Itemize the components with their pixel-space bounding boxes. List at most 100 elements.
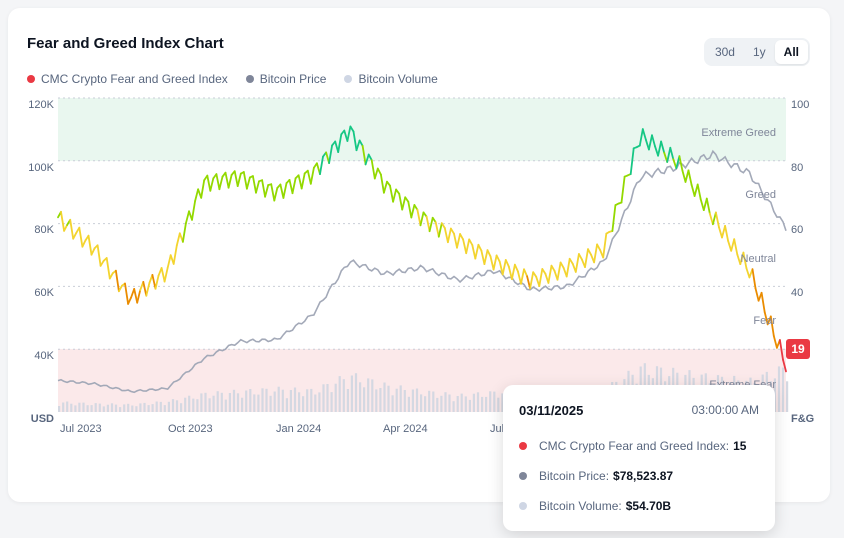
volume-bar: [420, 394, 423, 412]
legend-label-volume: Bitcoin Volume: [358, 72, 438, 86]
fng-line-segment: [660, 140, 666, 154]
zone-label-extreme-greed: Extreme Greed: [701, 127, 776, 139]
volume-bar: [375, 389, 378, 412]
legend-item-volume[interactable]: Bitcoin Volume: [344, 72, 438, 86]
fng-line-segment: [763, 311, 769, 326]
fng-line-segment: [559, 261, 565, 269]
x-axis: Jul 2023 Oct 2023 Jan 2024 Apr 2024 Jul: [60, 423, 504, 435]
volume-bar: [440, 395, 443, 412]
volume-bar: [387, 385, 390, 412]
fng-line-segment: [596, 243, 602, 252]
y-right-tick-60: 60: [791, 224, 803, 236]
fng-line-segment: [514, 263, 519, 273]
volume-bar: [188, 395, 191, 412]
volume-bar: [326, 384, 329, 412]
fng-line-segment: [389, 184, 395, 203]
fng-line-segment: [443, 227, 449, 244]
y-left-tick-60k: 60K: [34, 287, 54, 299]
fng-line-segment: [507, 265, 513, 281]
fng-line-segment: [657, 140, 662, 157]
fng-line: [57, 125, 787, 373]
fng-line-segment: [300, 172, 306, 190]
fng-line-segment: [160, 267, 166, 283]
volume-bar: [139, 403, 142, 412]
volume-bar: [269, 395, 272, 412]
legend-item-price[interactable]: Bitcoin Price: [245, 72, 326, 86]
fng-line-segment: [587, 248, 592, 256]
fng-line-segment: [355, 139, 361, 152]
volume-bar: [314, 394, 317, 412]
volume-bar: [261, 388, 264, 412]
volume-bar: [220, 392, 223, 412]
price-line: [57, 149, 787, 394]
fng-line-segment: [498, 260, 504, 276]
fng-line-segment: [379, 173, 385, 194]
fng-line-segment: [279, 183, 285, 199]
fng-line-segment: [118, 284, 123, 293]
fng-line-segment: [194, 188, 200, 202]
volume-bar: [180, 403, 183, 412]
fng-line-segment: [462, 238, 468, 255]
chart-title: Fear and Greed Index Chart: [27, 35, 224, 52]
fng-line-segment: [751, 268, 757, 290]
y-left-tick-100k: 100K: [28, 162, 54, 174]
fng-line-segment: [675, 155, 681, 170]
legend-item-fng[interactable]: CMC Crypto Fear and Greed Index: [27, 72, 228, 86]
tooltip-time: 03:00:00 AM: [691, 403, 759, 417]
fng-line-segment: [142, 280, 148, 297]
zone-extreme-greed-band: [58, 98, 786, 161]
fng-line-segment: [382, 180, 388, 194]
volume-bar: [338, 376, 341, 412]
volume-bar: [407, 396, 410, 412]
volume-bar: [102, 406, 105, 412]
fng-line-segment: [772, 334, 778, 349]
fng-line-segment: [648, 134, 653, 151]
fng-line-segment: [218, 175, 224, 191]
x-tick-jul-2023: Jul 2023: [60, 423, 102, 435]
volume-bar: [342, 379, 345, 412]
volume-bar: [163, 405, 166, 412]
volume-bar: [66, 401, 69, 412]
volume-bar: [143, 402, 146, 412]
volume-bar: [241, 397, 244, 412]
volume-bar: [204, 392, 207, 412]
volume-bar: [70, 403, 73, 412]
fng-line-segment: [242, 171, 248, 190]
range-30d-button[interactable]: 30d: [714, 45, 735, 59]
y-axis-right: 100 80 60 40 F&G: [791, 99, 814, 425]
fng-line-segment: [319, 155, 324, 176]
fng-line-segment: [78, 226, 84, 248]
fng-line-segment: [163, 266, 169, 283]
fng-line-segment: [96, 244, 102, 267]
volume-bar: [371, 379, 374, 412]
tooltip-dot-fng: [519, 442, 527, 450]
tooltip-label-volume: Bitcoin Volume:: [539, 499, 622, 513]
fng-line-segment: [501, 259, 507, 276]
volume-bar: [432, 391, 435, 412]
fng-line-segment: [349, 125, 355, 133]
volume-bar: [232, 389, 236, 412]
fng-line-segment: [175, 232, 181, 247]
volume-bar: [62, 402, 65, 412]
range-1y-button[interactable]: 1y: [752, 45, 766, 59]
fng-line-segment: [373, 167, 379, 180]
range-all-button[interactable]: All: [774, 40, 808, 64]
fng-line-segment: [453, 232, 458, 249]
fng-line-segment: [282, 182, 288, 199]
volume-bar: [493, 391, 496, 412]
fng-line-segment: [754, 287, 760, 302]
fng-line-segment: [410, 204, 416, 219]
fng-line-segment: [456, 233, 462, 249]
volume-bar: [354, 373, 358, 412]
fng-line-segment: [638, 128, 644, 147]
fng-line-segment: [708, 212, 714, 226]
fng-line-segment: [428, 216, 434, 233]
volume-bar: [236, 393, 240, 412]
fng-line-segment: [154, 274, 160, 290]
volume-bar: [464, 396, 467, 412]
fng-line-segment: [63, 224, 68, 232]
volume-bar: [208, 398, 211, 412]
fng-line-segment: [416, 208, 422, 227]
volume-bar: [781, 367, 785, 412]
